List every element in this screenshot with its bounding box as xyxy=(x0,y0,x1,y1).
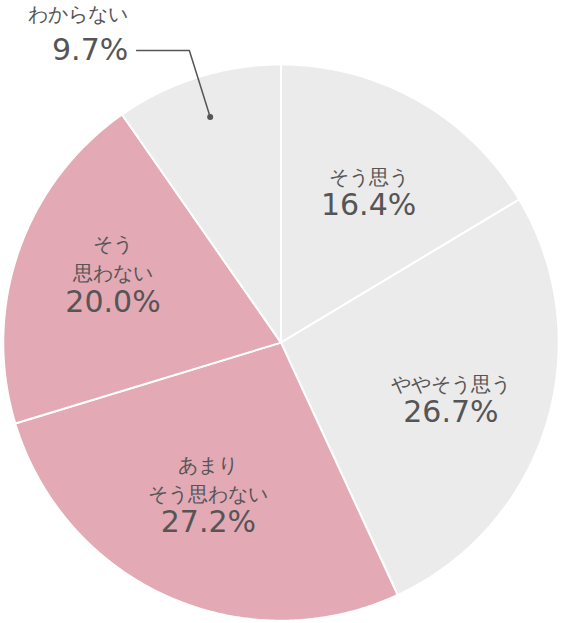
svg-text:そう思う: そう思う xyxy=(329,165,409,189)
svg-text:26.7%: 26.7% xyxy=(403,394,498,429)
svg-text:16.4%: 16.4% xyxy=(321,187,416,222)
svg-text:ややそう思う: ややそう思う xyxy=(391,372,511,396)
svg-text:あまりそう思わない: あまりそう思わない xyxy=(148,453,268,506)
svg-text:9.7%: 9.7% xyxy=(52,32,128,67)
svg-text:20.0%: 20.0% xyxy=(65,284,160,319)
svg-text:わからない: わからない xyxy=(28,2,128,26)
svg-text:そう思わない: そう思わない xyxy=(72,232,153,285)
svg-text:27.2%: 27.2% xyxy=(161,504,256,539)
